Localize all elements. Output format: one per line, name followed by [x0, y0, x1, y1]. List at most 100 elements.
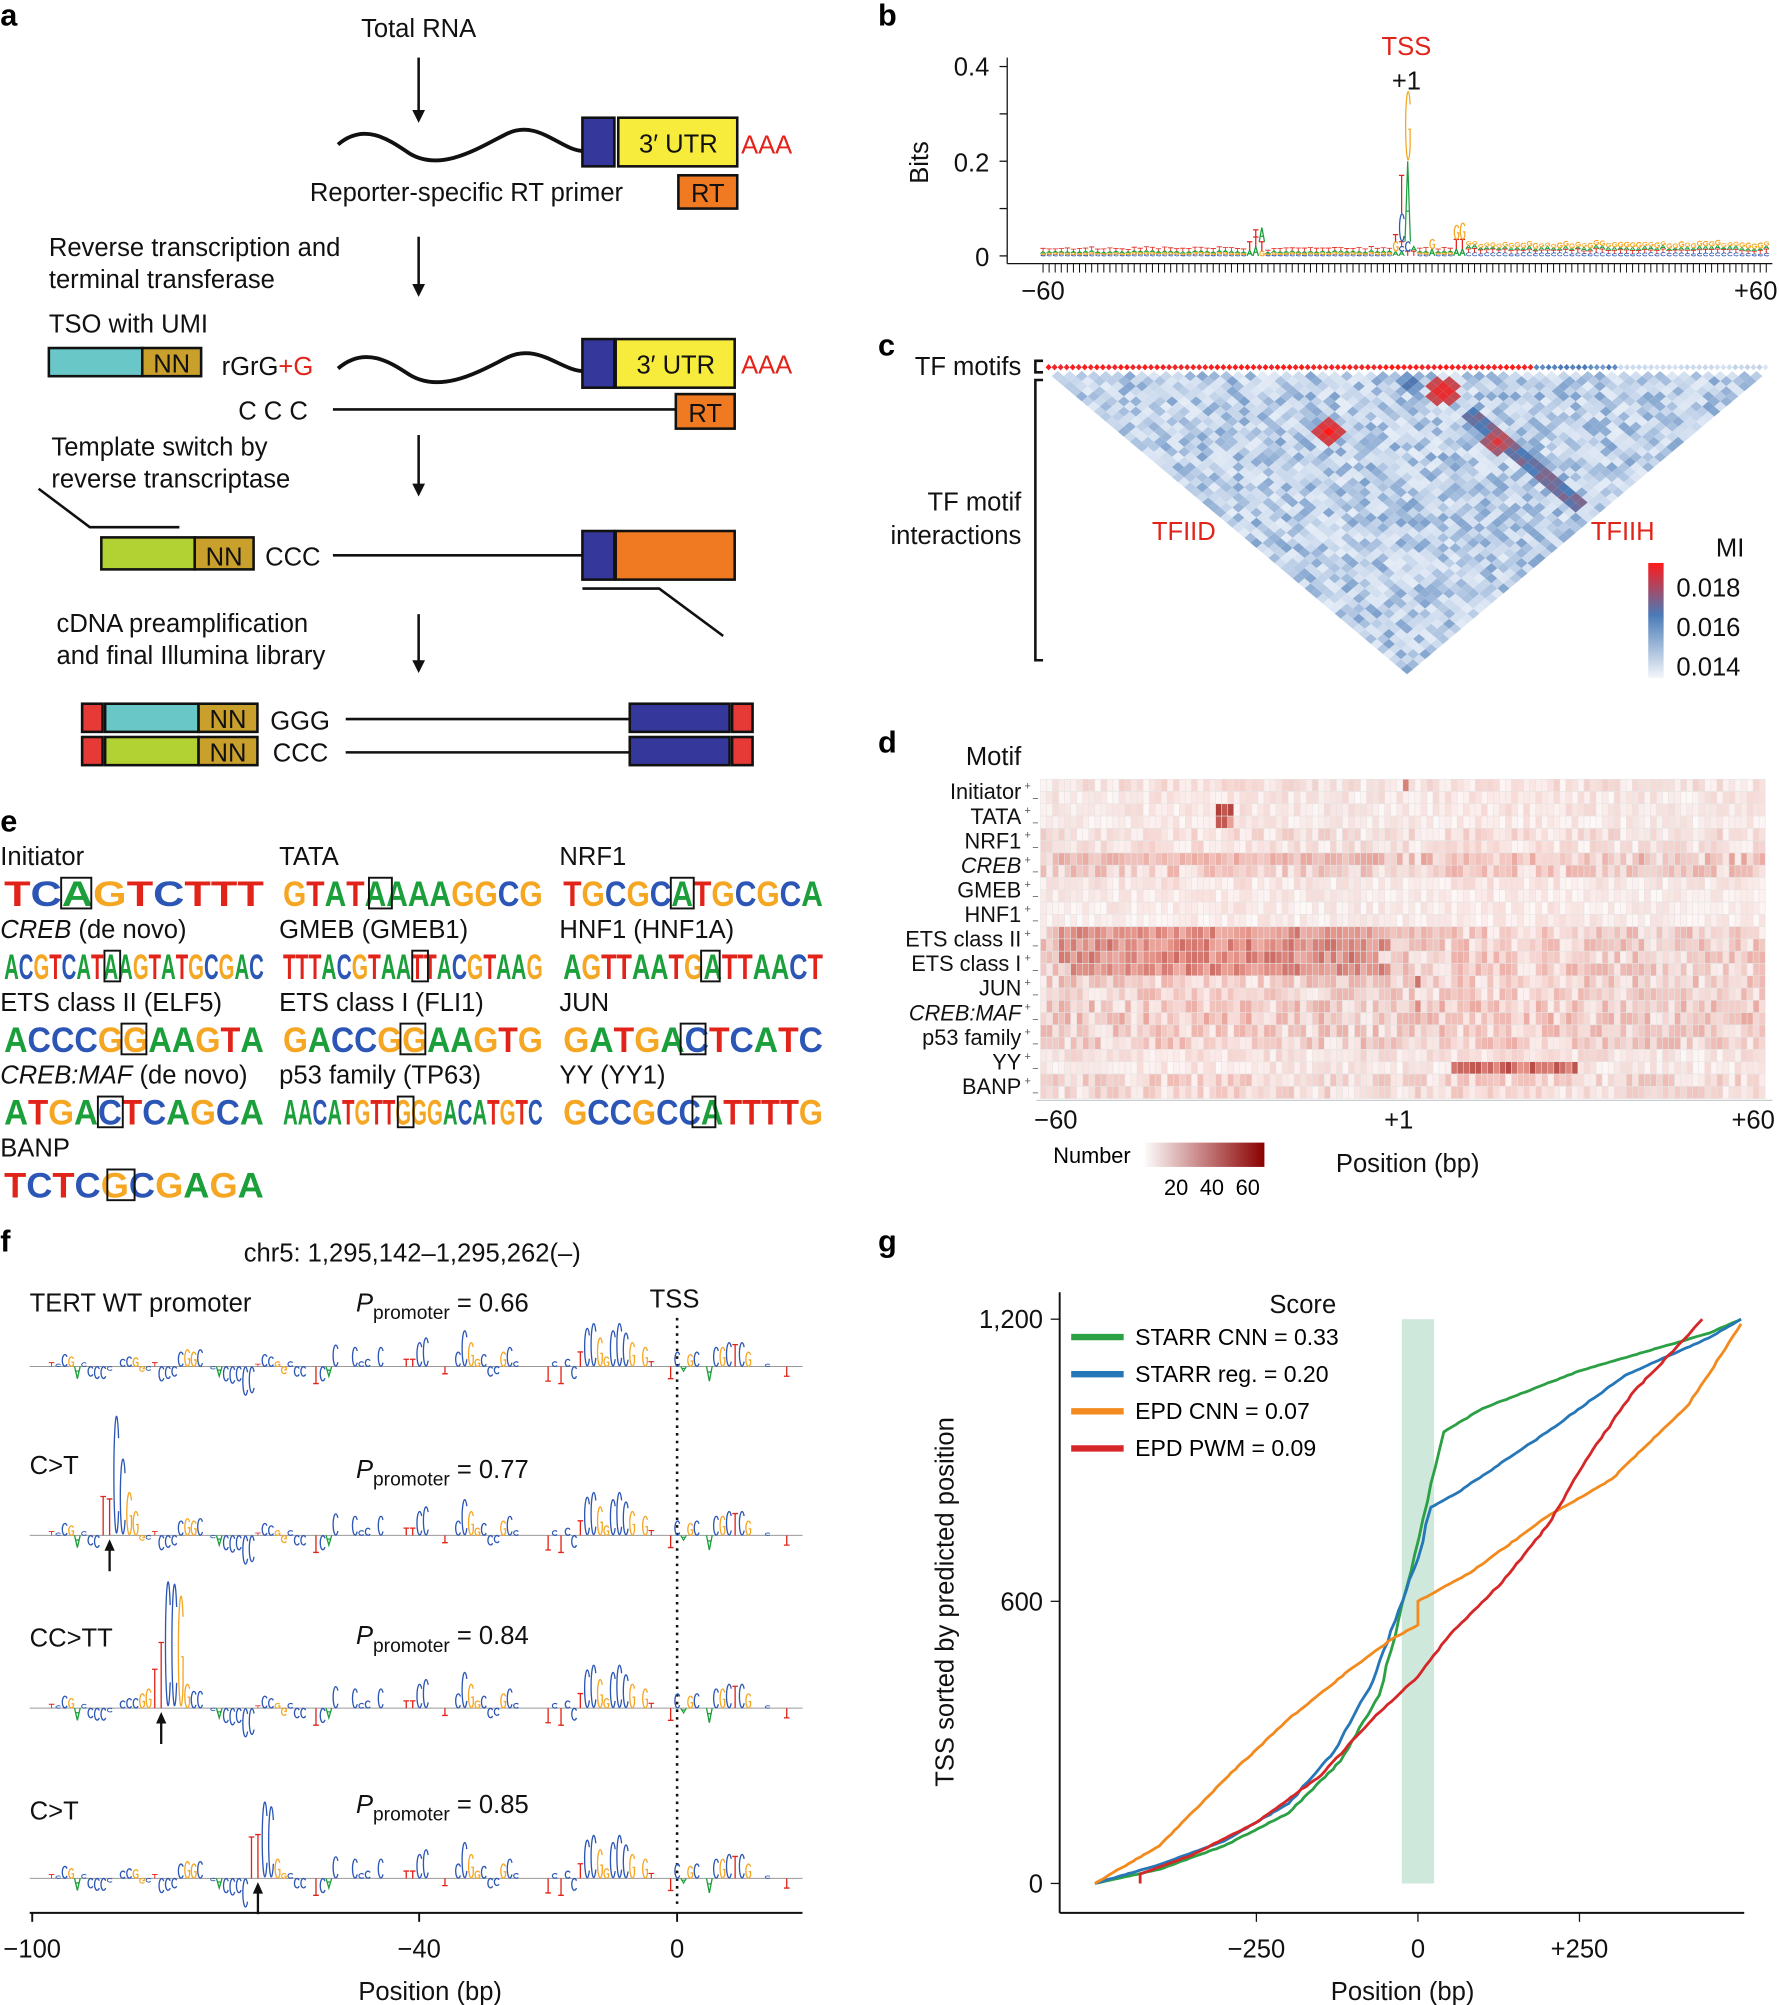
mi-cell: [1370, 628, 1383, 639]
heatmap-cell: [1263, 864, 1271, 878]
mi-cell: [1617, 451, 1630, 463]
heatmap-cell: [1644, 877, 1651, 891]
heatmap-cell: [1450, 1000, 1458, 1013]
heatmap-cell: [1613, 803, 1621, 817]
heatmap-cell: [1505, 950, 1512, 964]
heatmap-cell: [1378, 877, 1385, 891]
mi-cell: [1358, 426, 1371, 437]
mi-cell: [1533, 431, 1546, 442]
mi-cell: [1473, 381, 1486, 392]
heatmap-cell: [1517, 1012, 1524, 1026]
mi-cell: [1467, 386, 1480, 397]
mi-cell: [1431, 638, 1444, 650]
tf-motif-cell: [1696, 364, 1703, 371]
mi-cell: [1382, 456, 1396, 468]
mi-cell: [1473, 462, 1486, 473]
heatmap-cell: [1752, 987, 1760, 1001]
heatmap-cell: [1523, 1000, 1530, 1013]
heatmap-cell: [1420, 987, 1428, 1001]
heatmap-cell: [1372, 914, 1379, 927]
heatmap-cell: [1311, 987, 1319, 1001]
mi-cell: [1419, 598, 1432, 609]
mi-cell: [1473, 482, 1486, 493]
heatmap-cell: [1499, 901, 1506, 915]
heatmap-cell: [1505, 778, 1512, 792]
heatmap-cell: [1632, 926, 1639, 940]
mi-cell: [1322, 426, 1335, 437]
mi-cell: [1648, 396, 1661, 407]
heatmap-cell: [1746, 889, 1754, 903]
heatmap-cell: [1372, 778, 1379, 792]
mi-cell: [1545, 401, 1558, 412]
heatmap-cell: [1692, 950, 1700, 964]
heatmap-cell: [1408, 864, 1416, 878]
heatmap-cell: [1396, 889, 1404, 903]
heatmap-cell: [1638, 987, 1645, 1001]
heatmap-cell: [1076, 975, 1084, 989]
heatmap-cell: [1330, 1012, 1337, 1026]
mi-cell: [1178, 406, 1191, 417]
heatmap-cell: [1535, 828, 1543, 841]
logo-glyph-G: [1673, 244, 1677, 248]
logo-glyph-G: [1479, 245, 1483, 248]
mi-cell: [1563, 487, 1576, 498]
heatmap-cell: [1191, 938, 1198, 952]
heatmap-cell: [1148, 987, 1156, 1001]
heatmap-cell: [1390, 840, 1398, 854]
heatmap-cell: [1662, 840, 1669, 854]
heatmap-cell: [1475, 803, 1482, 817]
mi-cell: [1370, 558, 1383, 569]
heatmap-cell: [1626, 803, 1633, 817]
heatmap-cell: [1142, 864, 1150, 878]
heatmap-cell: [1414, 803, 1422, 817]
heatmap-cell: [1191, 778, 1198, 792]
mi-cell: [1370, 416, 1383, 427]
heatmap-cell: [1668, 1000, 1675, 1013]
logo-glyph-G: [1454, 225, 1458, 239]
mi-cell: [1322, 396, 1335, 407]
tf-motif-cell: [1666, 364, 1673, 371]
mi-cell: [1310, 517, 1323, 528]
heatmap-cell: [1758, 815, 1766, 829]
heatmap-cell: [1136, 914, 1144, 927]
heatmap-cell: [1698, 864, 1706, 878]
heatmap-cell: [1058, 791, 1065, 805]
heatmap-cell: [1299, 889, 1307, 903]
heatmap-cell: [1752, 864, 1760, 878]
mi-cell: [1443, 416, 1456, 427]
heatmap-cell: [1589, 926, 1597, 940]
logo-glyph-C: [1685, 254, 1689, 256]
heatmap-cell: [1130, 1000, 1138, 1013]
heatmap-cell: [1583, 803, 1591, 817]
heatmap-cell: [1571, 778, 1579, 792]
mi-cell: [1310, 497, 1323, 508]
mi-cell: [1455, 598, 1468, 609]
mi-cell: [1376, 462, 1389, 473]
mi-cell: [1449, 623, 1462, 634]
logo-glyph-A: [1204, 251, 1209, 253]
mi-cell: [1503, 396, 1516, 407]
heatmap-cell: [1384, 926, 1392, 940]
heatmap-cell: [1173, 901, 1180, 915]
heatmap-cell: [1130, 852, 1138, 866]
mi-cell: [1443, 406, 1456, 417]
mi-cell: [1202, 497, 1215, 508]
heatmap-cell: [1583, 815, 1591, 829]
mi-cell: [1334, 547, 1347, 559]
mi-cell: [1382, 386, 1396, 397]
mi-cell: [1328, 603, 1341, 614]
row-label: NRF1: [964, 828, 1021, 853]
heatmap-cell: [1752, 791, 1760, 805]
heatmap-cell: [1408, 889, 1416, 903]
mi-cell: [1443, 568, 1456, 579]
heatmap-cell: [1390, 815, 1398, 829]
heatmap-cell: [1227, 950, 1234, 964]
heatmap-cell: [1082, 901, 1090, 915]
heatmap-cell: [1064, 852, 1071, 866]
heatmap-cell: [1541, 889, 1549, 903]
heatmap-cell: [1499, 778, 1506, 792]
mi-cell: [1328, 431, 1341, 442]
heatmap-cell: [1426, 1000, 1434, 1013]
mi-cell: [1563, 386, 1576, 397]
mi-cell: [1220, 451, 1233, 463]
